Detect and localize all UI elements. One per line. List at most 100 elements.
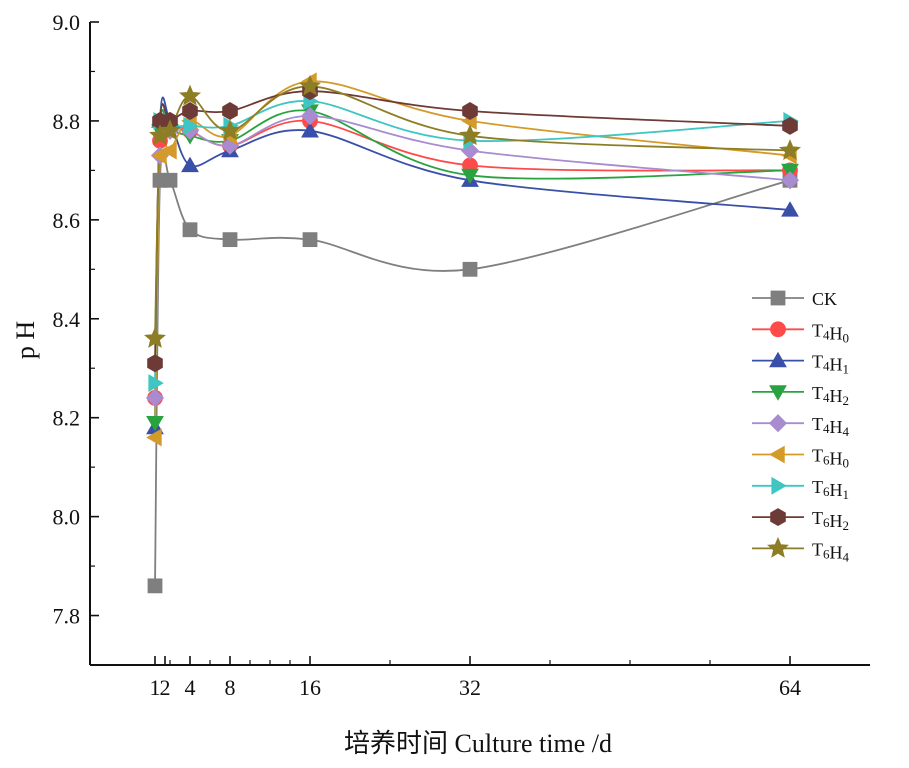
- legend-label-t4h1: T4H1: [812, 352, 849, 377]
- data-point-t4h2: [461, 168, 479, 185]
- data-point-ck: [162, 172, 178, 188]
- data-point-t4h4: [145, 388, 165, 407]
- data-point-t4h4: [300, 106, 320, 126]
- legend-marker-t6h1: [771, 476, 787, 495]
- y-tick-label: 8.0: [53, 505, 81, 530]
- legend-label-t6h0: T6H0: [812, 446, 849, 471]
- data-point-t4h1: [781, 201, 799, 217]
- legend-label-subscript: 4: [843, 424, 850, 439]
- legend-label-subscript: 2: [843, 518, 850, 533]
- x-tick-label: 32: [459, 675, 481, 700]
- legend-label-subscript: 4: [823, 390, 830, 405]
- data-point-t6h2: [147, 354, 163, 373]
- legend-marker-t6h0: [769, 445, 785, 464]
- data-point-t6h2: [462, 102, 478, 120]
- legend-label-t6h1: T6H1: [812, 477, 849, 502]
- legend-label-part: H: [830, 511, 843, 531]
- legend-label-part: T: [812, 539, 823, 559]
- legend-marker-t4h4: [768, 414, 788, 433]
- data-point-t6h2: [182, 102, 198, 120]
- legend-label-part: T: [812, 414, 823, 434]
- y-tick-label: 8.4: [53, 307, 81, 332]
- legend-label-subscript: 0: [843, 456, 850, 471]
- data-point-ck: [182, 222, 198, 238]
- legend-label-part: T: [812, 446, 823, 466]
- data-point-t6h4: [219, 119, 241, 141]
- legend-label-subscript: 4: [823, 421, 830, 436]
- legend-label-subscript: 6: [823, 546, 830, 561]
- legend-marker-ck: [770, 290, 786, 306]
- data-point-t6h0: [161, 141, 177, 160]
- series-markers: [144, 72, 801, 594]
- legend-label-part: T: [812, 508, 823, 528]
- y-tick-label: 8.2: [53, 406, 81, 431]
- data-point-ck: [462, 261, 478, 277]
- x-tick-label: 8: [225, 675, 236, 700]
- data-point-ck: [222, 232, 238, 248]
- legend-label-subscript: 4: [823, 359, 830, 374]
- legend-item-ck: CK: [752, 289, 837, 309]
- data-point-ck: [147, 578, 163, 594]
- legend-label-t4h2: T4H2: [812, 383, 849, 408]
- legend-label-ck: CK: [812, 289, 837, 309]
- data-point-t6h4: [299, 74, 321, 96]
- legend-label-part: CK: [812, 289, 837, 309]
- y-tick-label: 8.8: [53, 109, 81, 134]
- data-point-t6h1: [183, 116, 199, 135]
- data-point-t4h2: [146, 415, 164, 432]
- legend-label-subscript: 1: [843, 362, 850, 377]
- y-tick-label: 7.8: [53, 604, 81, 629]
- x-tick-label: 64: [779, 675, 801, 700]
- legend-marker-t4h0: [770, 321, 786, 338]
- x-tick-label: 16: [299, 675, 321, 700]
- legend-label-part: H: [830, 386, 843, 406]
- data-point-t4h4: [780, 171, 800, 190]
- data-point-t6h1: [148, 374, 164, 392]
- legend-label-part: T: [812, 477, 823, 497]
- data-point-t4h1: [301, 121, 319, 138]
- y-tick-label: 8.6: [53, 208, 81, 233]
- legend-item-t6h1: T6H1: [752, 477, 849, 502]
- data-point-t6h4: [179, 84, 201, 106]
- legend-label-subscript: 6: [823, 484, 830, 499]
- legend-label-subscript: 2: [843, 393, 850, 408]
- data-point-t6h4: [144, 327, 166, 348]
- axes: 7.88.08.28.48.68.89.01 2 4 8 16 32 64: [53, 10, 870, 700]
- y-tick-label: 9.0: [53, 10, 81, 35]
- legend-label-part: H: [830, 542, 843, 562]
- legend-item-t6h2: T6H2: [752, 508, 849, 533]
- legend-marker-t6h2: [770, 508, 786, 527]
- legend-marker-t6h4: [767, 536, 789, 558]
- legend-label-subscript: 4: [823, 327, 830, 342]
- legend-label-subscript: 6: [823, 453, 830, 468]
- legend-label-t6h2: T6H2: [812, 508, 849, 533]
- legend-item-t6h4: T6H4: [752, 536, 850, 564]
- data-point-t6h4: [159, 119, 181, 141]
- legend-label-t4h4: T4H4: [812, 414, 850, 439]
- legend-label-subscript: 6: [823, 515, 830, 530]
- legend-item-t4h2: T4H2: [752, 383, 849, 408]
- data-point-t6h0: [146, 428, 162, 447]
- legend-label-subscript: 1: [843, 487, 850, 502]
- data-point-ck: [302, 232, 318, 248]
- legend-label-part: H: [830, 417, 843, 437]
- data-point-t6h2: [782, 116, 798, 135]
- legend-item-t4h0: T4H0: [752, 320, 849, 345]
- legend-item-t4h4: T4H4: [752, 414, 850, 439]
- legend-marker-t4h1: [769, 351, 787, 368]
- legend-label-part: T: [812, 320, 823, 340]
- x-tick-label: 2: [160, 675, 171, 700]
- y-axis-title: p H: [11, 321, 40, 360]
- data-point-t6h4: [779, 139, 801, 160]
- x-tick-label: 1: [150, 675, 161, 700]
- x-tick-label: 4: [185, 675, 196, 700]
- legend-label-part: H: [830, 449, 843, 469]
- legend-label-t4h0: T4H0: [812, 320, 849, 345]
- legend-label-subscript: 0: [843, 330, 850, 345]
- legend-item-t6h0: T6H0: [752, 446, 849, 471]
- legend-item-t4h1: T4H1: [752, 352, 849, 377]
- legend-label-part: T: [812, 383, 823, 403]
- legend-marker-t4h2: [769, 385, 787, 401]
